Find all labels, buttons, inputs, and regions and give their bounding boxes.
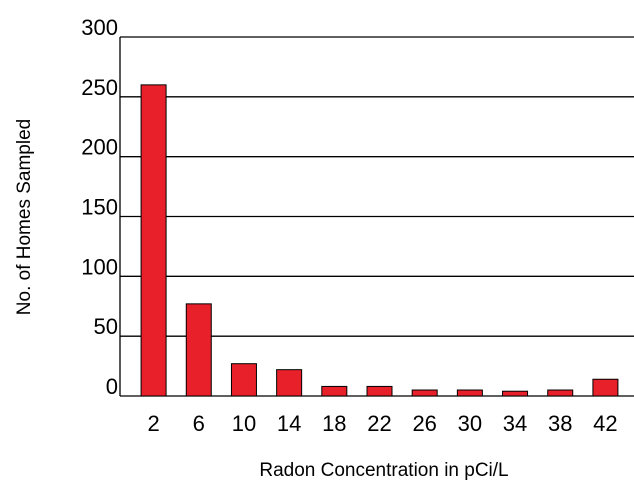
y-tick-label: 100	[81, 254, 118, 279]
bar	[276, 369, 303, 397]
bar	[502, 390, 529, 397]
y-tick-label: 50	[94, 314, 118, 339]
x-tick-label: 18	[322, 411, 346, 436]
y-tick-label: 250	[81, 75, 118, 100]
y-tick-label: 200	[81, 135, 118, 160]
bar	[366, 385, 393, 397]
x-tick-label: 2	[147, 411, 159, 436]
x-tick-label: 30	[458, 411, 482, 436]
x-tick-label: 14	[277, 411, 301, 436]
bar	[230, 363, 257, 397]
x-tick-label: 6	[193, 411, 205, 436]
x-tick-label: 26	[412, 411, 436, 436]
y-tick-label: 0	[106, 374, 118, 399]
x-tick-label: 42	[593, 411, 617, 436]
bar	[547, 389, 574, 397]
y-tick-label: 300	[81, 15, 118, 40]
bar	[456, 389, 483, 397]
x-tick-label: 10	[232, 411, 256, 436]
bar	[411, 389, 438, 397]
bar	[592, 378, 619, 397]
x-tick-label: 34	[503, 411, 527, 436]
y-tick-label: 150	[81, 195, 118, 220]
bar	[185, 303, 212, 397]
x-tick-label: 22	[367, 411, 391, 436]
bar	[321, 385, 348, 397]
x-axis-title: Radon Concentration in pCi/L	[259, 460, 508, 481]
y-axis-title: No. of Homes Sampled	[14, 119, 35, 315]
bar	[140, 84, 167, 397]
x-tick-label: 38	[548, 411, 572, 436]
